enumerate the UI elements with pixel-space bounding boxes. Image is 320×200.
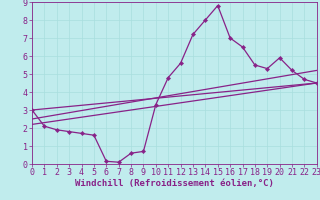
X-axis label: Windchill (Refroidissement éolien,°C): Windchill (Refroidissement éolien,°C) — [75, 179, 274, 188]
